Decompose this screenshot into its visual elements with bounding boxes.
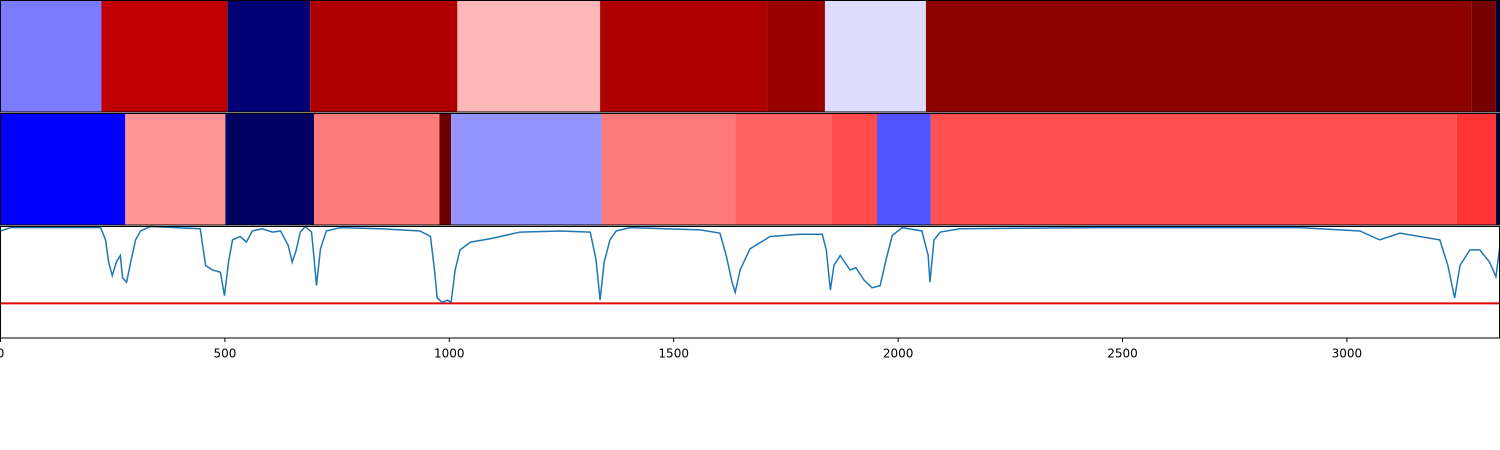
segment	[310, 0, 458, 112]
segment	[1495, 113, 1500, 225]
segment	[0, 113, 126, 225]
segment	[451, 113, 602, 225]
x-tick-label: 1000	[434, 347, 465, 361]
x-tick-label: 1500	[658, 347, 689, 361]
x-tick-label: 2000	[883, 347, 914, 361]
segment	[227, 0, 311, 112]
segment	[601, 113, 736, 225]
segment	[831, 113, 878, 225]
x-tick-label: 2500	[1107, 347, 1138, 361]
segment	[877, 113, 931, 225]
x-tick-label: 500	[213, 347, 236, 361]
segment	[457, 0, 601, 112]
segment	[0, 0, 102, 112]
segment	[735, 113, 832, 225]
line-series	[0, 225, 1500, 304]
segment	[600, 0, 768, 112]
segment	[930, 113, 1457, 225]
segment	[824, 0, 926, 112]
segment	[1471, 0, 1496, 112]
segment	[925, 0, 1472, 112]
segment	[125, 113, 226, 225]
segment	[314, 113, 440, 225]
segment	[101, 0, 228, 112]
segment	[225, 113, 315, 225]
x-tick-label: 3000	[1332, 347, 1363, 361]
segment	[767, 0, 825, 112]
segment	[439, 113, 452, 225]
segment	[1495, 0, 1500, 112]
segment	[1456, 113, 1496, 225]
x-tick-label: 0	[0, 347, 4, 361]
